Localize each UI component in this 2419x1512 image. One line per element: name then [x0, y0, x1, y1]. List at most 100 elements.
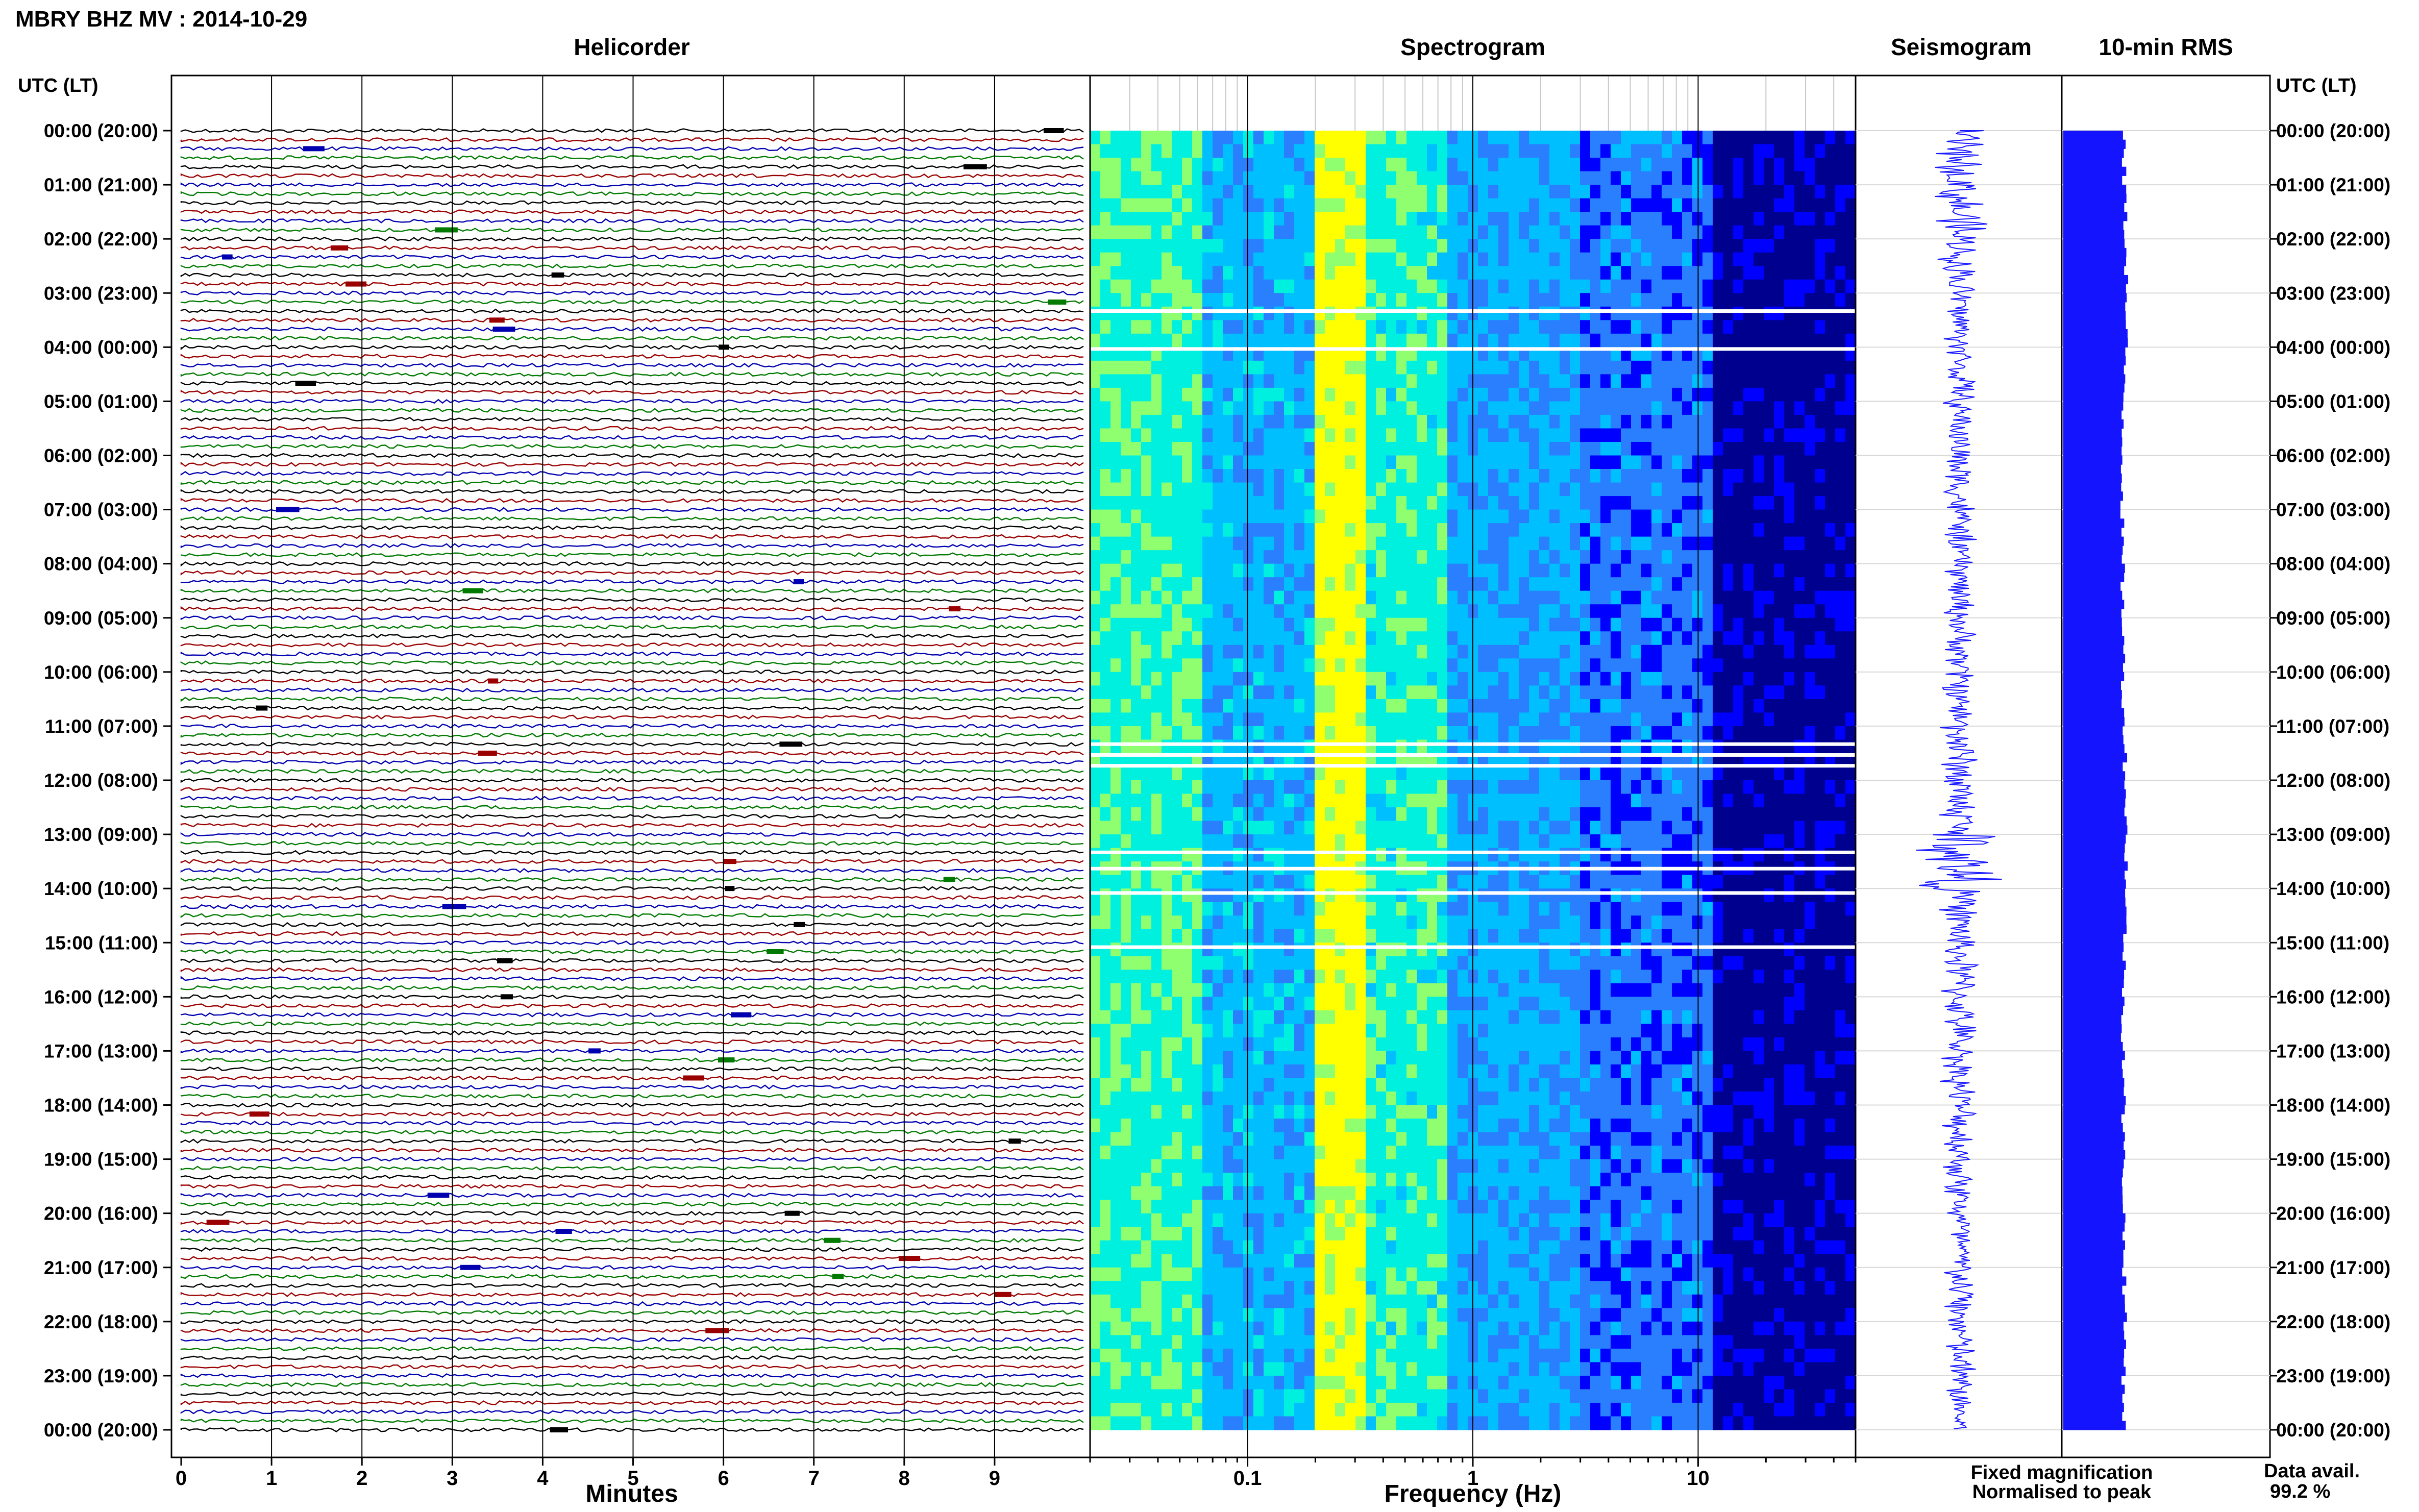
- spectrogram-cell: [1539, 1024, 1550, 1038]
- helicorder-trace-line: [180, 678, 1084, 684]
- spectrogram-cell: [1253, 699, 1264, 713]
- spectrogram-cell: [1202, 929, 1213, 943]
- spectrogram-cell: [1549, 198, 1560, 212]
- helicorder-trace-line: [180, 741, 1084, 747]
- spectrogram-cell: [1488, 658, 1499, 673]
- spectrogram-cell: [1478, 943, 1489, 957]
- spectrogram-cell: [1509, 1105, 1519, 1119]
- spectrogram-cell: [1570, 212, 1581, 226]
- spectrogram-cell: [1570, 645, 1581, 659]
- spectrogram-cell: [1406, 1362, 1417, 1376]
- spectrogram-cell: [1458, 1186, 1468, 1200]
- spectrogram-cell: [1090, 401, 1101, 415]
- spectrogram-cell: [1560, 1227, 1570, 1241]
- spectrogram-cell: [1243, 414, 1254, 429]
- spectrogram-cell: [1233, 1227, 1244, 1241]
- spectrogram-cell: [1509, 239, 1519, 253]
- spectrogram-cell: [1560, 144, 1570, 158]
- spectrogram-cell: [1549, 1078, 1560, 1092]
- spectrogram-cell: [1284, 563, 1295, 578]
- spectrogram-cell: [1437, 266, 1448, 280]
- spectrogram-cell: [1182, 306, 1193, 320]
- spectrogram-cell: [1182, 482, 1193, 497]
- spectrogram-cell: [1202, 198, 1213, 212]
- spectrogram-cell: [1192, 1010, 1203, 1024]
- spectrogram-cell: [1366, 523, 1376, 537]
- spectrogram-cell: [1315, 1132, 1325, 1146]
- spectrogram-cell: [1253, 1078, 1264, 1092]
- spectrogram-cell: [1162, 563, 1172, 578]
- spectrogram-cell: [1162, 807, 1172, 822]
- spectrogram-cell: [1172, 1010, 1182, 1024]
- spectrogram-cell: [1488, 320, 1499, 334]
- spectrogram-cell: [1233, 252, 1244, 266]
- spectrogram-cell: [1478, 617, 1489, 632]
- spectrogram-cell: [1519, 848, 1529, 862]
- spectrogram-cell: [1233, 766, 1244, 781]
- spectrogram-cell: [1315, 617, 1325, 632]
- spectrogram-cell: [1447, 550, 1458, 564]
- spectrogram-cell: [1090, 1362, 1101, 1376]
- spectrogram-cell: [1355, 469, 1366, 483]
- spectrogram-cell: [1294, 1240, 1305, 1254]
- spectrogram-cell: [1366, 401, 1376, 415]
- spectrogram-cell: [1345, 414, 1356, 429]
- spectrogram-cell: [1478, 158, 1489, 172]
- spectrogram-cell: [1529, 672, 1540, 686]
- spectrogram-cell: [1264, 658, 1274, 673]
- spectrogram-cell: [1498, 1281, 1509, 1295]
- helicorder-event: [489, 317, 505, 323]
- spectrogram-cell: [1243, 983, 1254, 997]
- spectrogram-cell: [1560, 252, 1570, 266]
- spectrogram-cell: [1192, 645, 1203, 659]
- time-tick-label-left: 14:00 (10:00): [44, 878, 158, 899]
- spectrogram-cell: [1141, 293, 1152, 307]
- spectrogram-cell: [1478, 1308, 1489, 1322]
- spectrogram-cell: [1458, 685, 1468, 700]
- spectrogram-cell: [1315, 1159, 1325, 1173]
- spectrogram-cell: [1294, 956, 1305, 970]
- spectrogram-cell: [1498, 536, 1509, 551]
- spectrogram-cell: [1478, 360, 1489, 375]
- spectrogram-cell: [1549, 807, 1560, 822]
- spectrogram-cell: [1315, 1037, 1325, 1052]
- spectrogram-cell: [1529, 1389, 1540, 1403]
- spectrogram-cell: [1151, 672, 1162, 686]
- spectrogram-cell: [1355, 144, 1366, 158]
- spectrogram-cell: [1172, 794, 1182, 808]
- spectrogram-cell: [1417, 631, 1427, 646]
- helicorder-trace-line: [180, 1247, 1084, 1252]
- spectrogram-cell: [1202, 550, 1213, 564]
- spectrogram-cell: [1182, 658, 1193, 673]
- spectrogram-cell: [1376, 1010, 1387, 1024]
- spectrogram-cell: [1121, 1348, 1131, 1362]
- spectrogram-cell: [1335, 915, 1346, 930]
- spectrogram-cell: [1437, 929, 1448, 943]
- spectrogram-cell: [1162, 902, 1172, 916]
- spectrogram-cell: [1284, 1173, 1295, 1187]
- spectrogram-cell: [1121, 1254, 1131, 1268]
- spectrogram-cell: [1417, 482, 1427, 497]
- spectrogram-cell: [1294, 131, 1305, 145]
- spectrogram-cell: [1192, 834, 1203, 849]
- spectrogram-cell: [1202, 1091, 1213, 1106]
- spectrogram-cell: [1253, 536, 1264, 551]
- time-tick-label-left: 13:00 (09:00): [44, 824, 158, 845]
- spectrogram-cell: [1182, 739, 1193, 754]
- spectrogram-cell: [1294, 915, 1305, 930]
- spectrogram-cell: [1121, 1362, 1131, 1376]
- spectrogram-cell: [1478, 1064, 1489, 1079]
- spectrogram-cell: [1549, 333, 1560, 348]
- spectrogram-cell: [1355, 333, 1366, 348]
- spectrogram-cell: [1172, 1416, 1182, 1430]
- spectrogram-cell: [1100, 1375, 1111, 1390]
- spectrogram-cell: [1366, 1159, 1376, 1173]
- spectrogram-cell: [1100, 902, 1111, 916]
- spectrogram-cell: [1488, 699, 1499, 713]
- spectrogram-cell: [1488, 279, 1499, 293]
- spectrogram-cell: [1090, 469, 1101, 483]
- helicorder-event: [478, 750, 497, 756]
- spectrogram-cell: [1458, 509, 1468, 524]
- spectrogram-cell: [1172, 131, 1182, 145]
- spectrogram-cell: [1151, 794, 1162, 808]
